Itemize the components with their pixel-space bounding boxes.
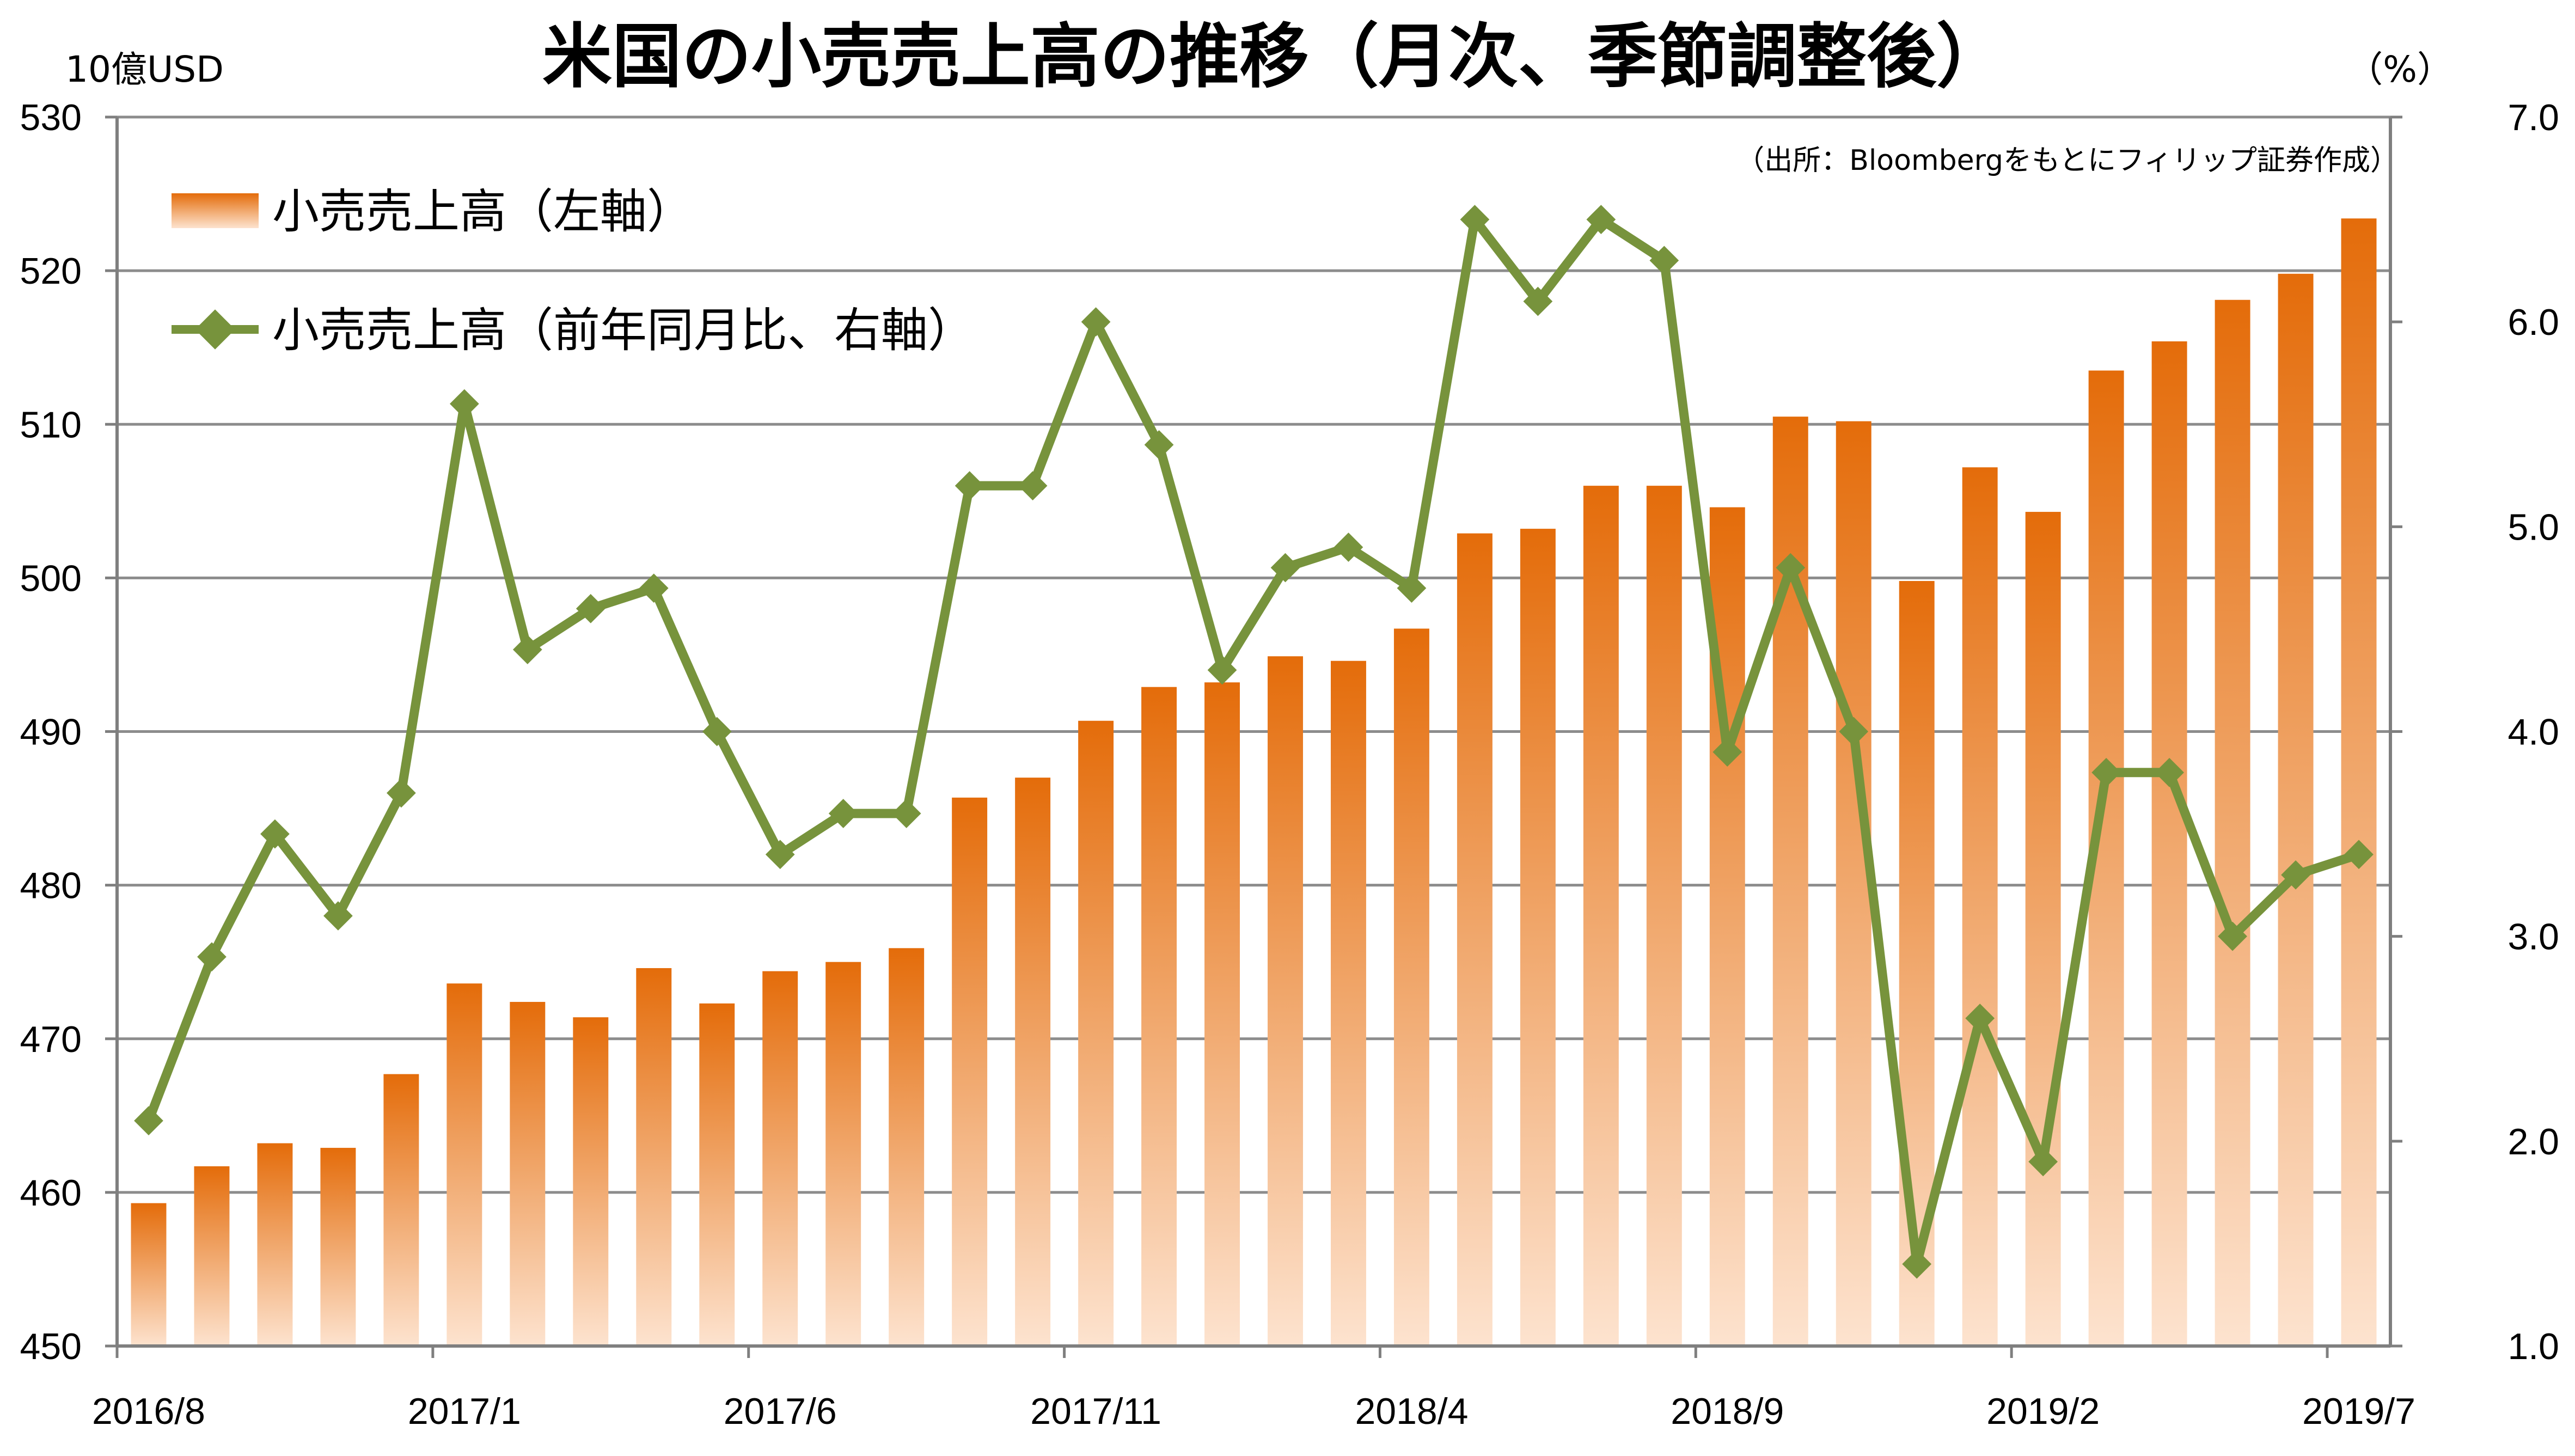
bar bbox=[1141, 687, 1177, 1346]
left-tick-label: 470 bbox=[20, 1019, 82, 1060]
legend-line-marker bbox=[195, 309, 235, 350]
line-point bbox=[2344, 840, 2374, 870]
line-point bbox=[1397, 573, 1427, 603]
line-point bbox=[576, 594, 605, 623]
right-tick-label: 5.0 bbox=[2507, 506, 2559, 548]
x-tick-label: 2019/7 bbox=[2302, 1391, 2415, 1432]
x-tick-label: 2017/11 bbox=[1030, 1391, 1161, 1432]
x-tick-label: 2018/9 bbox=[1671, 1391, 1784, 1432]
bar bbox=[1078, 720, 1114, 1346]
line-point bbox=[828, 799, 858, 828]
bar bbox=[699, 1003, 735, 1346]
right-tick-label: 2.0 bbox=[2507, 1121, 2559, 1163]
bar bbox=[952, 797, 988, 1346]
left-tick-label: 520 bbox=[20, 250, 82, 292]
left-tick-label: 490 bbox=[20, 712, 82, 753]
right-tick-label: 7.0 bbox=[2507, 97, 2559, 138]
line-point bbox=[1965, 1004, 1995, 1033]
line-point bbox=[765, 840, 795, 870]
line-point bbox=[1839, 717, 1869, 747]
bar bbox=[447, 983, 482, 1346]
right-tick-label: 4.0 bbox=[2507, 712, 2559, 753]
left-tick-label: 510 bbox=[20, 404, 82, 445]
bar bbox=[383, 1074, 419, 1346]
bar bbox=[320, 1148, 356, 1346]
line-point bbox=[2091, 757, 2121, 787]
x-tick-label: 2016/8 bbox=[92, 1391, 205, 1432]
line-point bbox=[1712, 737, 1742, 767]
line-point bbox=[1207, 655, 1237, 685]
line-point bbox=[639, 573, 669, 603]
x-tick-label: 2017/6 bbox=[724, 1391, 837, 1432]
left-tick-label: 460 bbox=[20, 1172, 82, 1214]
bar bbox=[257, 1143, 293, 1346]
x-tick-label: 2017/1 bbox=[408, 1391, 521, 1432]
axes bbox=[105, 115, 2402, 1358]
legend-bar-swatch bbox=[172, 193, 259, 228]
bar bbox=[636, 968, 672, 1346]
bar bbox=[2151, 341, 2187, 1346]
line-point bbox=[702, 717, 732, 747]
bar bbox=[1393, 628, 1429, 1346]
bar bbox=[2278, 273, 2314, 1347]
source-note: （出所：Bloombergをもとにフィリップ証券作成） bbox=[1736, 144, 2399, 177]
bar bbox=[1204, 682, 1240, 1346]
line-point bbox=[1902, 1249, 1932, 1279]
bar bbox=[2341, 218, 2377, 1346]
line-point bbox=[2155, 757, 2184, 787]
x-axis-ticks: 2016/8 2017/1 2017/6 2017/11 2018/4 2018/9 201… bbox=[92, 1391, 2415, 1432]
left-tick-label: 480 bbox=[20, 865, 82, 907]
bar bbox=[1457, 533, 1493, 1346]
legend: 小売売上高（左軸） 小売売上高（前年同月比、右軸） bbox=[172, 185, 975, 358]
bar bbox=[1962, 467, 1998, 1346]
bar bbox=[1583, 486, 1619, 1346]
legend-line-label: 小売売上高（前年同月比、右軸） bbox=[272, 303, 975, 358]
right-tick-label: 1.0 bbox=[2507, 1326, 2559, 1367]
bar bbox=[762, 971, 798, 1346]
x-tick-label: 2018/4 bbox=[1355, 1391, 1468, 1432]
bar bbox=[1268, 656, 1303, 1346]
bar bbox=[1836, 421, 1871, 1347]
line-point bbox=[134, 1106, 163, 1136]
line-point bbox=[2281, 860, 2310, 890]
bar-series bbox=[131, 218, 2377, 1347]
chart-title: 米国の小売売上高の推移（月次、季節調整後） bbox=[542, 16, 2006, 97]
x-tick-label: 2019/2 bbox=[1986, 1391, 2100, 1432]
left-axis-unit: 10億USD bbox=[65, 48, 224, 90]
left-tick-label: 450 bbox=[20, 1326, 82, 1367]
bar bbox=[1015, 778, 1051, 1346]
left-tick-label: 500 bbox=[20, 558, 82, 599]
line-point bbox=[891, 799, 921, 828]
left-tick-label: 530 bbox=[20, 97, 82, 138]
right-axis-ticks: 1.0 2.0 3.0 4.0 5.0 6.0 7.0 bbox=[2507, 97, 2559, 1367]
bar bbox=[131, 1203, 167, 1346]
bar bbox=[510, 1002, 546, 1346]
bar bbox=[825, 962, 861, 1346]
bar bbox=[1520, 529, 1556, 1346]
right-tick-label: 3.0 bbox=[2507, 916, 2559, 958]
line-point bbox=[2218, 921, 2247, 951]
bar bbox=[889, 948, 925, 1346]
yoy-line bbox=[144, 215, 2360, 1269]
bar bbox=[194, 1166, 230, 1346]
bar bbox=[2025, 512, 2061, 1346]
left-axis-ticks: 450 460 470 480 490 500 510 520 530 bbox=[20, 97, 82, 1367]
bar bbox=[573, 1017, 609, 1346]
line-point bbox=[2028, 1147, 2058, 1177]
right-axis-unit: （%） bbox=[2347, 48, 2453, 90]
legend-bar-label: 小売売上高（左軸） bbox=[272, 185, 694, 239]
bar bbox=[1646, 486, 1682, 1346]
bar bbox=[1330, 660, 1366, 1346]
right-tick-label: 6.0 bbox=[2507, 302, 2559, 343]
bar bbox=[2215, 299, 2250, 1346]
